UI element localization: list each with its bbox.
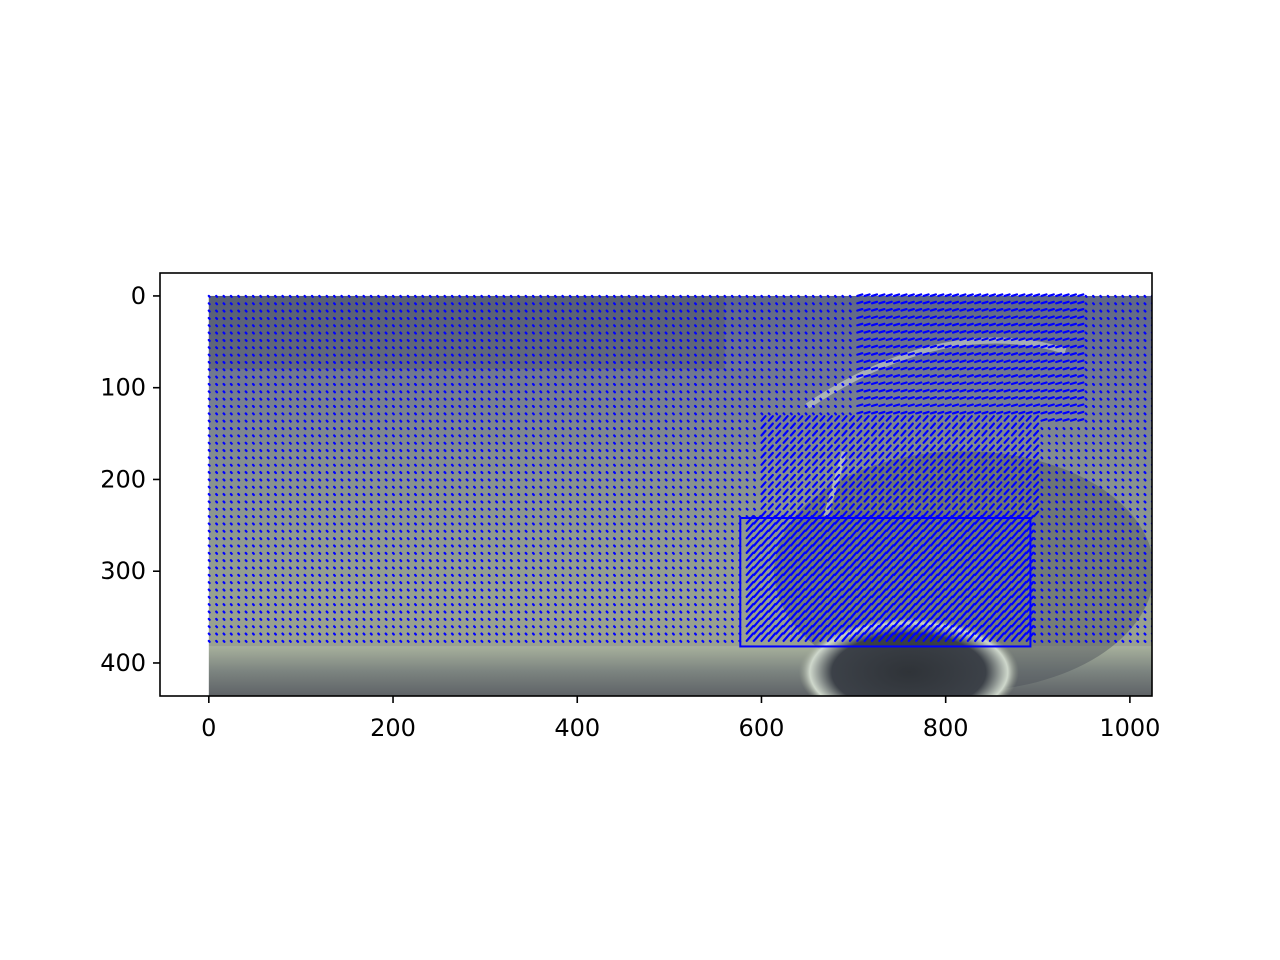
x-tick-label: 200 (370, 714, 416, 742)
x-tick-label: 800 (923, 714, 969, 742)
x-axis: 0 200 400 600 800 1000 (201, 696, 1160, 742)
y-tick-label: 300 (100, 557, 146, 585)
x-tick-label: 400 (554, 714, 600, 742)
region-box (739, 516, 1032, 648)
y-tick-label: 200 (100, 465, 146, 493)
y-axis: 0 100 200 300 400 (100, 282, 160, 677)
x-tick-label: 1000 (1099, 714, 1160, 742)
photo-bright-streak (823, 451, 847, 517)
background-image (208, 295, 1152, 696)
plot-area (207, 293, 1152, 696)
y-tick-label: 400 (100, 649, 146, 677)
axes-frame (159, 272, 1153, 697)
quiver-arrows (207, 293, 1152, 643)
x-tick-label: 600 (739, 714, 785, 742)
y-tick-label: 100 (100, 374, 146, 402)
y-tick-label: 0 (131, 282, 146, 310)
x-tick-label: 0 (201, 714, 216, 742)
vector-field (207, 293, 1152, 643)
